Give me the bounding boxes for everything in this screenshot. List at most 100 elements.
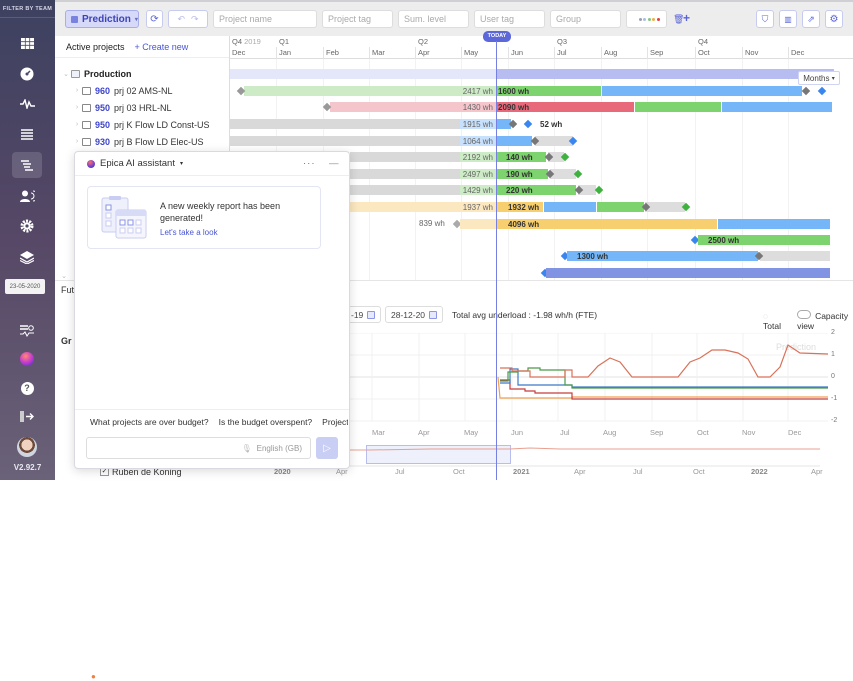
export-button[interactable]: ⇗ bbox=[802, 10, 820, 28]
milestone-diamond-icon[interactable] bbox=[801, 86, 811, 96]
view-mode-dropdown[interactable]: Prediction ▾ bbox=[65, 10, 139, 28]
gantt-bar[interactable] bbox=[602, 86, 802, 96]
team-users-icon[interactable] bbox=[12, 183, 42, 209]
toggle-switch[interactable] bbox=[797, 310, 812, 319]
take-a-look-link[interactable]: Let's take a look bbox=[160, 228, 218, 237]
prediction-bar[interactable] bbox=[535, 136, 573, 146]
gantt-bar[interactable] bbox=[496, 136, 532, 146]
gantt-bar[interactable] bbox=[546, 268, 830, 278]
date-from-picker[interactable]: -19 bbox=[345, 306, 382, 323]
gantt-bar[interactable] bbox=[544, 202, 596, 212]
chevron-down-icon[interactable]: ⌄ bbox=[63, 70, 69, 78]
prediction-bar[interactable] bbox=[578, 185, 596, 195]
filter-by-team[interactable]: FILTER BY TEAM bbox=[0, 0, 55, 18]
clear-filters-trash-icon[interactable]: 🗑 bbox=[673, 14, 685, 24]
filter-funnel-button[interactable]: ⛉ bbox=[756, 10, 774, 28]
gantt-bar-past[interactable]: 2192 wh bbox=[460, 152, 496, 162]
layers-icon[interactable] bbox=[12, 244, 42, 270]
gantt-icon[interactable] bbox=[12, 152, 42, 178]
chevron-right-icon[interactable]: › bbox=[75, 104, 79, 111]
gantt-bar-production[interactable] bbox=[496, 69, 834, 79]
gantt-bar[interactable]: 4096 wh bbox=[496, 219, 717, 229]
user-avatar[interactable] bbox=[17, 437, 37, 457]
dashboard-gauge-icon[interactable] bbox=[12, 61, 42, 87]
weekly-report-card[interactable]: A new weekly report has been generated! … bbox=[87, 186, 321, 249]
gantt-bar-production-past[interactable] bbox=[230, 69, 496, 79]
user-tag-filter[interactable]: User tag bbox=[474, 10, 545, 28]
gantt-bar-past[interactable] bbox=[460, 219, 496, 229]
milestone-diamond-icon[interactable] bbox=[817, 86, 827, 96]
project-name-filter[interactable]: Project name bbox=[213, 10, 317, 28]
date-to-picker[interactable]: 28-12-20 bbox=[385, 306, 444, 323]
collapse-chevron[interactable]: ⌄ bbox=[59, 267, 69, 284]
gantt-bar-past[interactable] bbox=[350, 152, 460, 162]
gantt-bar[interactable]: 220 wh bbox=[496, 185, 576, 195]
report-button[interactable]: ▥ bbox=[779, 10, 797, 28]
refresh-button[interactable]: ⟳ bbox=[146, 10, 163, 28]
prediction-bar[interactable] bbox=[550, 169, 576, 179]
list-icon[interactable] bbox=[12, 121, 42, 147]
gantt-bar[interactable]: 1932 wh bbox=[496, 202, 543, 212]
chevron-right-icon[interactable]: › bbox=[75, 87, 79, 94]
chevron-right-icon[interactable]: › bbox=[75, 138, 79, 145]
milestone-diamond-icon[interactable] bbox=[523, 119, 533, 129]
chevron-right-icon[interactable]: › bbox=[75, 121, 79, 128]
time-scale-dropdown[interactable]: Months ▾ bbox=[798, 71, 840, 85]
gantt-bar-past[interactable]: 1937 wh bbox=[350, 202, 496, 212]
settings-gear-icon[interactable] bbox=[12, 213, 42, 239]
gantt-bar-past[interactable]: 1915 wh bbox=[460, 119, 496, 129]
status-color-filter[interactable] bbox=[626, 10, 667, 28]
send-button[interactable]: ▷ bbox=[316, 437, 338, 459]
project-row[interactable]: › 950 prj K Flow LD Const-US bbox=[72, 116, 210, 133]
gantt-bar[interactable]: 140 wh bbox=[496, 152, 546, 162]
project-row[interactable]: › 930 prj B Flow LD Elec-US bbox=[72, 133, 204, 150]
gantt-bar[interactable]: 190 wh bbox=[496, 169, 548, 179]
microphone-icon[interactable]: 🎙 bbox=[241, 444, 252, 453]
undo-icon[interactable]: ↶ bbox=[177, 13, 185, 24]
project-tag-filter[interactable]: Project tag bbox=[322, 10, 393, 28]
input-language[interactable]: English (GB) bbox=[256, 444, 302, 453]
group-filter[interactable]: Group bbox=[550, 10, 621, 28]
create-new-button[interactable]: + Create new bbox=[134, 41, 189, 52]
capacity-view-toggle[interactable]: Capacity view bbox=[797, 310, 849, 331]
logout-icon[interactable] bbox=[12, 403, 42, 429]
sum-level-filter[interactable]: Sum. level bbox=[398, 10, 469, 28]
project-row[interactable]: › 960 prj 02 AMS-NL bbox=[72, 82, 173, 99]
gantt-bar-past[interactable] bbox=[230, 136, 460, 146]
gantt-bar[interactable]: 2090 wh bbox=[496, 102, 634, 112]
more-options-icon[interactable]: ··· bbox=[303, 158, 316, 169]
gantt-bar[interactable] bbox=[635, 102, 721, 112]
help-icon[interactable]: ? bbox=[12, 375, 42, 401]
suggestion-chip[interactable]: What projects are over budget? bbox=[90, 417, 209, 427]
chevron-down-icon[interactable]: ▾ bbox=[179, 161, 183, 167]
gantt-bar[interactable]: 1600 wh bbox=[496, 86, 601, 96]
gantt-bar[interactable] bbox=[722, 102, 832, 112]
gantt-bar-past[interactable] bbox=[350, 169, 460, 179]
add-filter-plus-icon[interactable]: + bbox=[683, 11, 691, 25]
gantt-bar-past[interactable]: 1429 wh bbox=[460, 185, 496, 195]
total-toggle[interactable]: ◌ Total bbox=[763, 310, 781, 331]
gantt-bar[interactable]: 2500 wh bbox=[698, 235, 830, 245]
prediction-bar[interactable] bbox=[548, 152, 564, 162]
suggestion-chip[interactable]: Projects wi bbox=[322, 417, 348, 427]
gantt-bar[interactable] bbox=[496, 119, 511, 129]
gantt-bar-past[interactable]: 2497 wh bbox=[460, 169, 496, 179]
minimize-icon[interactable]: — bbox=[329, 158, 339, 169]
gantt-bar[interactable] bbox=[597, 202, 644, 212]
gantt-bar[interactable]: 1300 wh bbox=[567, 251, 758, 261]
project-row[interactable]: › 950 prj 03 HRL-NL bbox=[72, 99, 172, 116]
grid-icon[interactable] bbox=[12, 30, 42, 56]
ai-assistant-icon[interactable] bbox=[12, 346, 42, 372]
gantt-bar-past[interactable] bbox=[230, 119, 460, 129]
ai-message-input[interactable]: 🎙 English (GB) bbox=[86, 437, 311, 459]
gantt-bar-past[interactable] bbox=[350, 185, 460, 195]
redo-icon[interactable]: ↷ bbox=[191, 13, 199, 24]
gantt-bar-past[interactable]: 1064 wh bbox=[460, 136, 496, 146]
settings-button[interactable]: ⚙ bbox=[825, 10, 843, 28]
analytics-icon[interactable] bbox=[12, 318, 42, 344]
gantt-bar-past[interactable]: 2417 wh bbox=[244, 86, 496, 96]
gantt-bar[interactable] bbox=[718, 219, 830, 229]
gantt-bar-past[interactable]: 1430 wh bbox=[330, 102, 496, 112]
activity-pulse-icon[interactable] bbox=[12, 91, 42, 117]
group-row-production[interactable]: ⌄ Production bbox=[61, 65, 131, 82]
